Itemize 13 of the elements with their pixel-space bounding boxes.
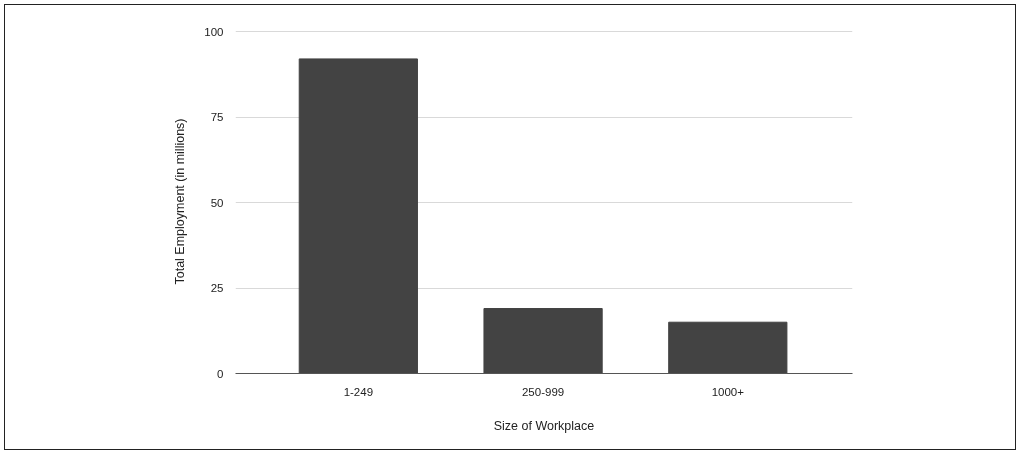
bar <box>483 308 603 374</box>
x-tick-label: 1000+ <box>711 385 745 398</box>
x-axis-title: Size of Workplace <box>493 418 595 433</box>
y-tick-label: 75 <box>210 111 224 124</box>
y-tick-label: 25 <box>210 282 224 295</box>
y-tick-label: 0 <box>217 367 224 380</box>
y-tick-label: 100 <box>204 25 224 38</box>
bar <box>298 58 418 374</box>
bar <box>668 321 788 374</box>
x-tick-label: 250-999 <box>521 385 565 398</box>
y-axis-title: Total Employment (in millions) <box>173 118 188 285</box>
x-tick-label: 1-249 <box>343 385 374 398</box>
y-tick-label: 50 <box>210 196 224 209</box>
